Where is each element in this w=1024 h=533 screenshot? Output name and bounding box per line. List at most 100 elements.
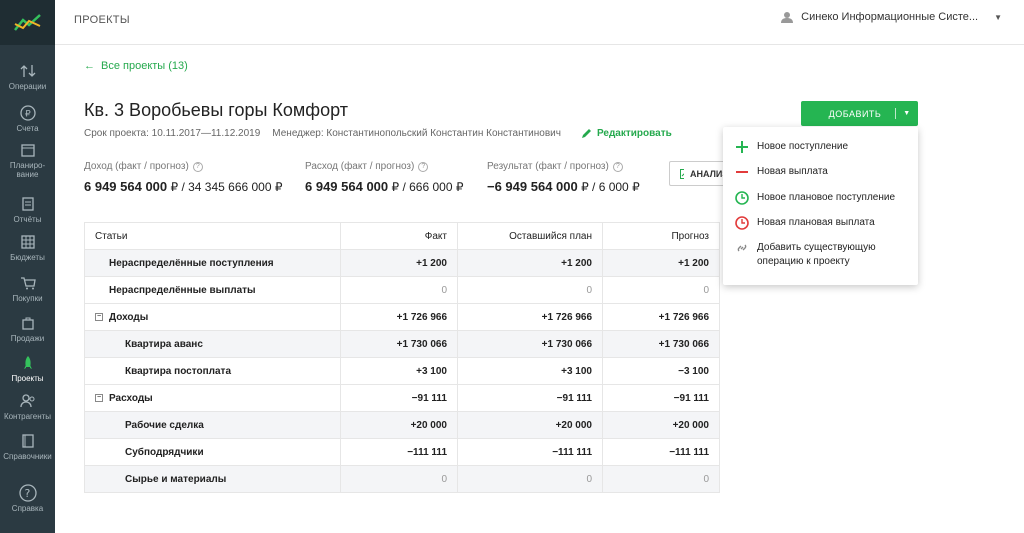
- page-section-title: ПРОЕКТЫ: [74, 14, 130, 26]
- svg-text:₽: ₽: [25, 110, 31, 120]
- analysis-label: АНАЛИЗ: [689, 168, 728, 179]
- menu-item-add-existing[interactable]: Добавить существующую операцию к проекту: [735, 241, 876, 269]
- cell-plan: +1 726 966: [457, 303, 603, 331]
- sidebar-item-label: Контрагенты: [3, 412, 52, 421]
- stat-label: Доход (факт / прогноз): [84, 161, 189, 172]
- menu-item-new-planned-payment[interactable]: Новая плановая выплата: [735, 216, 875, 230]
- stat-income: Доход (факт / прогноз)? 6 949 564 000 ₽ …: [84, 161, 283, 194]
- cell-forecast: 0: [602, 465, 720, 493]
- edit-project-link[interactable]: Редактировать: [581, 128, 672, 139]
- divider: [895, 108, 896, 119]
- row-name: Квартира постоплата: [125, 365, 232, 377]
- user-menu[interactable]: Синеко Информационные Систе... ▼: [781, 11, 1002, 23]
- sidebar-item-help[interactable]: ? Справка: [0, 484, 55, 513]
- cell-fact: +20 000: [340, 411, 458, 439]
- row-name: Доходы: [109, 311, 149, 323]
- top-bar: ПРОЕКТЫ Синеко Информационные Систе... ▼: [55, 0, 1024, 45]
- sidebar-item-label: Справка: [11, 504, 44, 513]
- stat-rest-value: ₽ / 34 345 666 000 ₽: [167, 180, 283, 194]
- menu-item-label: Новая выплата: [757, 166, 828, 177]
- sidebar-item-planning[interactable]: Планиро-вание: [0, 142, 55, 179]
- calendar-icon: [18, 142, 38, 158]
- table-row[interactable]: Рабочие сделка +20 000 +20 000 +20 000: [84, 411, 720, 439]
- cell-forecast: 0: [602, 276, 720, 304]
- grid-icon: [18, 234, 38, 250]
- row-name: Рабочие сделка: [125, 419, 204, 431]
- sidebar-item-label: Справочники: [3, 452, 52, 461]
- menu-item-label: Новое плановое поступление: [757, 192, 896, 203]
- cell-plan: +20 000: [457, 411, 603, 439]
- caret-down-icon[interactable]: ▼: [903, 110, 911, 117]
- menu-item-new-planned-income[interactable]: Новое плановое поступление: [735, 191, 895, 205]
- cell-forecast: +1 730 066: [602, 330, 720, 358]
- project-title: Кв. 3 Воробьевы горы Комфорт: [84, 100, 348, 120]
- clock-red-icon: [735, 216, 749, 230]
- stat-expense: Расход (факт / прогноз)? 6 949 564 000 ₽…: [305, 161, 463, 194]
- cell-forecast: +1 200: [602, 249, 720, 277]
- sidebar-item-label: Покупки: [12, 294, 43, 303]
- cell-fact: +1 730 066: [340, 330, 458, 358]
- column-header: Статьи: [84, 222, 341, 250]
- cell-forecast: +1 726 966: [602, 303, 720, 331]
- table-row[interactable]: − Доходы +1 726 966 +1 726 966 +1 726 966: [84, 303, 720, 331]
- sidebar-item-label: Планиро-вание: [9, 161, 46, 179]
- book-icon: [18, 433, 38, 449]
- pencil-icon: [581, 129, 591, 138]
- sidebar-item-projects[interactable]: Проекты: [0, 355, 55, 383]
- table-row[interactable]: Квартира постоплата +3 100 +3 100 −3 100: [84, 357, 720, 385]
- menu-item-new-payment[interactable]: Новая выплата: [735, 165, 828, 179]
- help-icon[interactable]: ?: [192, 161, 203, 172]
- add-button-label: ДОБАВИТЬ: [828, 108, 882, 119]
- help-icon[interactable]: ?: [612, 161, 623, 172]
- sidebar-item-sales[interactable]: Продажи: [0, 315, 55, 343]
- sidebar-item-accounts[interactable]: ₽ Счета: [0, 105, 55, 133]
- analysis-button[interactable]: АНАЛИЗ: [669, 161, 729, 186]
- cell-plan: +3 100: [457, 357, 603, 385]
- add-button[interactable]: ДОБАВИТЬ ▼: [801, 101, 918, 126]
- menu-item-label: Новое поступление: [757, 141, 849, 152]
- arrow-left-icon: ←: [84, 60, 95, 72]
- menu-item-new-income[interactable]: Новое поступление: [735, 140, 848, 154]
- sidebar-item-contractors[interactable]: Контрагенты: [0, 393, 55, 421]
- stat-label: Расход (факт / прогноз): [305, 161, 415, 172]
- chart-icon: [680, 168, 684, 179]
- cell-plan: 0: [457, 276, 603, 304]
- menu-item-label: Новая плановая выплата: [757, 217, 875, 228]
- sidebar-item-label: Счета: [16, 124, 39, 133]
- cell-fact: 0: [340, 465, 458, 493]
- stat-main-value: 6 949 564 000: [305, 179, 389, 194]
- table-row[interactable]: − Расходы −91 111 −91 111 −91 111: [84, 384, 720, 412]
- row-name: Нераспределённые поступления: [109, 257, 274, 269]
- cell-plan: −111 111: [457, 438, 603, 466]
- app-logo[interactable]: [0, 0, 55, 45]
- column-header: Факт: [340, 222, 458, 250]
- plus-icon: [735, 140, 749, 154]
- back-link[interactable]: ← Все проекты (13): [84, 60, 188, 72]
- cell-plan: −91 111: [457, 384, 603, 412]
- cell-fact: −111 111: [340, 438, 458, 466]
- table-row[interactable]: Субподрядчики −111 111 −111 111 −111 111: [84, 438, 720, 466]
- cell-fact: +1 726 966: [340, 303, 458, 331]
- sidebar-item-purchases[interactable]: Покупки: [0, 275, 55, 303]
- link-icon: [735, 241, 749, 255]
- sidebar-item-label: Продажи: [10, 334, 45, 343]
- minus-icon: [735, 165, 749, 179]
- sidebar-item-reports[interactable]: Отчёты: [0, 196, 55, 224]
- table-row[interactable]: Нераспределённые выплаты 0 0 0: [84, 276, 720, 304]
- stat-result: Результат (факт / прогноз)? −6 949 564 0…: [487, 161, 640, 194]
- cart-icon: [18, 275, 38, 291]
- table-row[interactable]: Нераспределённые поступления +1 200 +1 2…: [84, 249, 720, 277]
- sidebar-item-operations[interactable]: Операции: [0, 63, 55, 91]
- table-row[interactable]: Квартира аванс +1 730 066 +1 730 066 +1 …: [84, 330, 720, 358]
- table-row[interactable]: Сырье и материалы 0 0 0: [84, 465, 720, 493]
- collapse-icon[interactable]: −: [95, 393, 103, 402]
- cell-plan: +1 730 066: [457, 330, 603, 358]
- collapse-icon[interactable]: −: [95, 312, 103, 321]
- table-header-row: Статьи Факт Оставшийся план Прогноз: [84, 222, 720, 250]
- help-icon[interactable]: ?: [418, 161, 429, 172]
- sidebar-item-references[interactable]: Справочники: [0, 433, 55, 461]
- sidebar-item-budgets[interactable]: Бюджеты: [0, 234, 55, 262]
- stat-main-value: −6 949 564 000: [487, 179, 578, 194]
- column-header: Оставшийся план: [457, 222, 603, 250]
- back-link-label: Все проекты (13): [101, 60, 188, 72]
